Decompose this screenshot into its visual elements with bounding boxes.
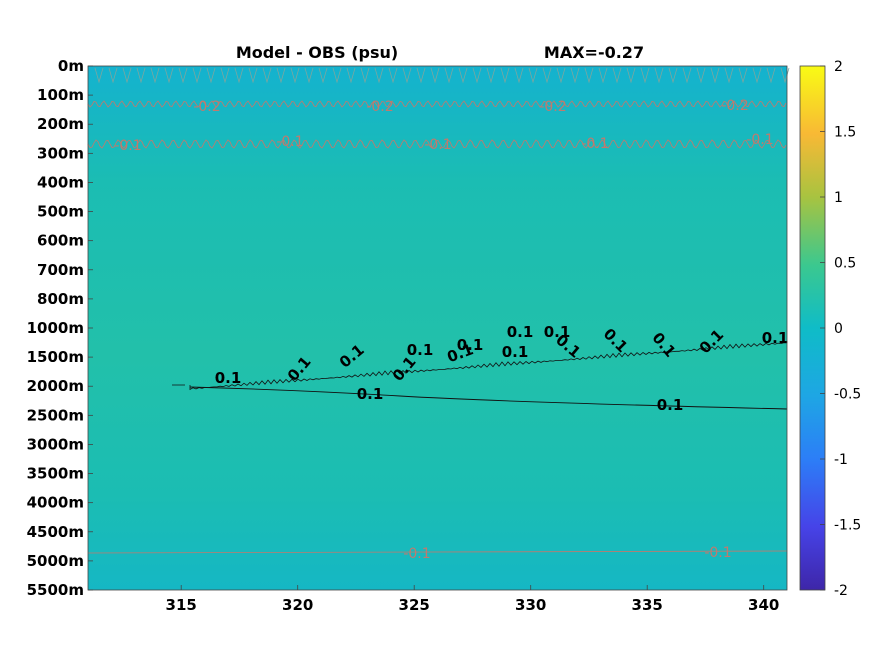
- y-tick-label: 2500m: [27, 406, 84, 424]
- contour-line-pos-0.1-lower: [189, 386, 788, 410]
- contour-lines: [87, 67, 790, 554]
- colorbar-tick-label: 1: [834, 190, 843, 206]
- y-tick-label: 600m: [37, 232, 84, 250]
- contour-label: 0.1: [544, 323, 571, 341]
- contour-label: -0.2: [539, 99, 566, 115]
- y-tick-label: 800m: [37, 290, 84, 308]
- y-tick-label: 400m: [37, 173, 84, 191]
- contour-label: 0.1: [407, 341, 434, 359]
- y-axis-ticks: 0m 100m 200m 300m 400m 500m 600m 700m 800m 1000m 1…: [27, 57, 93, 599]
- contour-label: -0.2: [193, 99, 220, 115]
- contour-label: 0.1: [502, 343, 529, 361]
- y-tick-label: 3500m: [27, 465, 84, 483]
- contour-label: -0.1: [276, 134, 303, 150]
- colorbar-tick-label: 2: [834, 59, 843, 75]
- y-tick-label: 500m: [37, 203, 84, 221]
- heatmap-field: [88, 66, 787, 590]
- contour-label: 0.1: [507, 323, 534, 341]
- contour-label: -0.1: [581, 136, 608, 152]
- contour-line-surface: [94, 67, 790, 84]
- max-label: MAX=-0.27: [544, 43, 644, 62]
- colorbar-tick-label: -1: [834, 452, 848, 468]
- contour-label: 0.1: [215, 369, 242, 387]
- contour-line-neg-0.2: [87, 100, 787, 108]
- contour-label: -0.2: [366, 99, 393, 115]
- y-tick-label: 700m: [37, 261, 84, 279]
- x-tick-label: 340: [748, 596, 779, 614]
- y-tick-label: 2000m: [27, 377, 84, 395]
- y-tick-label: 1500m: [27, 348, 84, 366]
- x-tick-label: 335: [632, 596, 663, 614]
- contour-line-neg-0.1-deep: [87, 550, 788, 554]
- contour-label: -0.1: [114, 138, 141, 154]
- contour-line-pos-0.1-upper: [172, 342, 788, 391]
- contour-line-neg-0.1: [87, 139, 787, 149]
- contour-label: -0.2: [721, 98, 748, 114]
- contour-label: 0.1: [762, 329, 789, 347]
- colorbar-tick-label: -0.5: [834, 387, 861, 403]
- x-tick-label: 315: [166, 596, 197, 614]
- contour-label: -0.1: [746, 132, 773, 148]
- x-tick-label: 330: [515, 596, 546, 614]
- contour-label: -0.1: [403, 546, 430, 562]
- chart-title: Model - OBS (psu): [236, 43, 398, 62]
- contour-label: 0.1: [457, 336, 484, 354]
- contour-label: -0.1: [424, 137, 451, 153]
- x-tick-label: 320: [282, 596, 313, 614]
- y-tick-label: 200m: [37, 115, 84, 133]
- colorbar-tick-label: 0.5: [834, 256, 856, 272]
- y-tick-label: 300m: [37, 144, 84, 162]
- contour-label: -0.1: [704, 545, 731, 561]
- colorbar-tick-label: -2: [834, 583, 848, 599]
- y-tick-label: 5000m: [27, 552, 84, 570]
- y-tick-label: 4500m: [27, 523, 84, 541]
- y-tick-label: 4000m: [27, 494, 84, 512]
- y-tick-label: 3000m: [27, 435, 84, 453]
- colorbar-tick-label: 1.5: [834, 125, 856, 141]
- colorbar-ticks: 2 1.5 1 0.5 0 -0.5 -1 -1.5 -2: [820, 59, 861, 599]
- x-tick-label: 325: [399, 596, 430, 614]
- y-tick-label: 5500m: [27, 581, 84, 599]
- colorbar-tick-label: 0: [834, 321, 843, 337]
- y-tick-label: 100m: [37, 86, 84, 104]
- colorbar-tick-label: -1.5: [834, 518, 861, 534]
- contour-label: 0.1: [357, 385, 384, 403]
- y-tick-label: 1000m: [27, 319, 84, 337]
- x-axis-ticks: 315 320 325 330 335 340: [166, 585, 779, 614]
- contour-label: 0.1: [657, 396, 684, 414]
- y-tick-label: 0m: [58, 57, 84, 75]
